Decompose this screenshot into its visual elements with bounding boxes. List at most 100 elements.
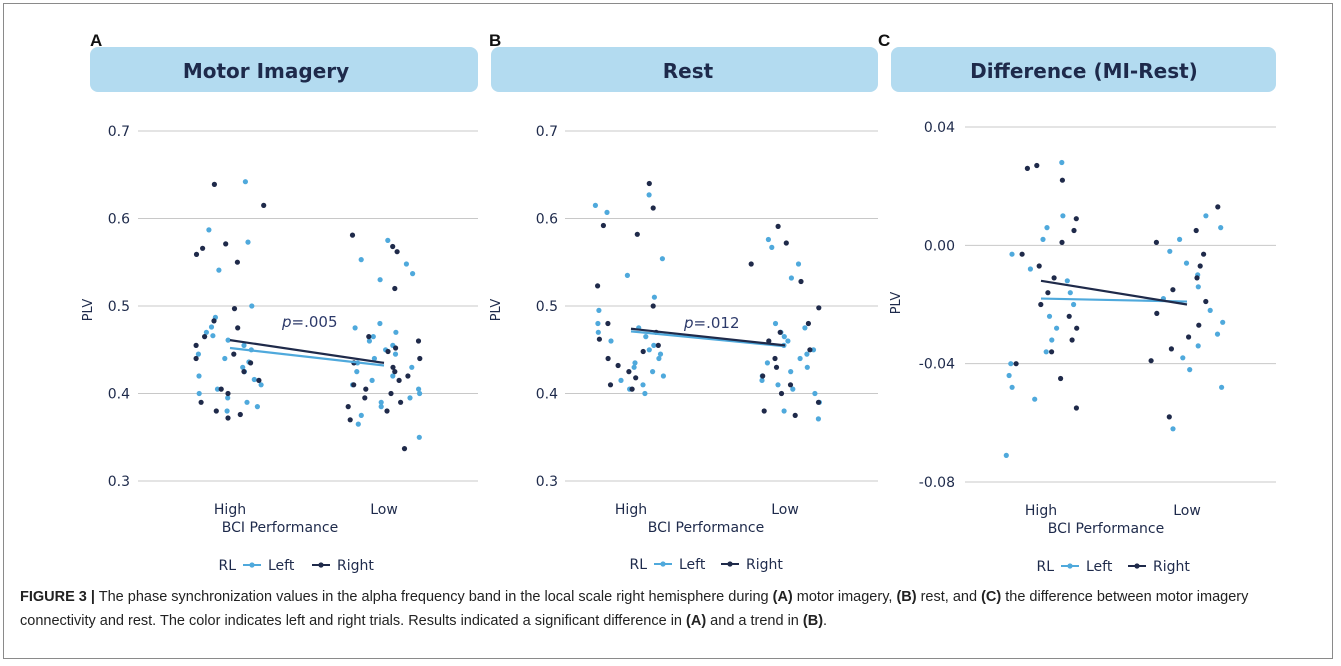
data-point-left (417, 390, 423, 397)
data-point-right (1215, 204, 1221, 210)
data-point-right (347, 417, 353, 423)
data-point-right (772, 355, 778, 362)
data-points (1003, 159, 1226, 458)
caption-text: and a trend in (706, 613, 803, 629)
caption-text: (C) (981, 589, 1002, 605)
data-point-right (605, 355, 611, 362)
data-point-left (764, 360, 771, 366)
caption-label: FIGURE 3 | (20, 589, 95, 605)
data-point-left (797, 355, 803, 362)
data-point-left (631, 364, 637, 370)
data-point-left (1054, 325, 1060, 331)
data-point-right (223, 241, 229, 247)
y-tick-label: 0.5 (536, 299, 558, 315)
mean-line-left (630, 330, 786, 348)
data-point-right (783, 240, 789, 246)
data-point-left (815, 416, 822, 422)
data-point-right (417, 355, 423, 362)
data-point-left (371, 355, 377, 362)
data-point-right (362, 395, 368, 401)
y-tick-label: 0.4 (108, 387, 130, 403)
data-point-left (765, 236, 772, 243)
x-axis-label: BCI Performance (1048, 521, 1164, 537)
data-point-right (394, 249, 400, 255)
data-point-right (792, 412, 798, 418)
caption-text: (A) (686, 613, 707, 629)
panel-rest: B Rest PLV BCI Performance RL Left Right… (489, 31, 878, 573)
data-point-left (1180, 355, 1186, 361)
data-point-left (659, 256, 666, 262)
data-point-left (769, 244, 775, 250)
data-point-right (415, 338, 422, 344)
legend-title: RL (218, 558, 236, 574)
p-value-annotation: p=.012 (683, 314, 740, 332)
data-point-right (1059, 177, 1065, 183)
data-point-right (349, 232, 356, 238)
data-point-left (377, 277, 383, 283)
data-point-right (237, 411, 243, 418)
legend-right-key (312, 562, 330, 568)
data-point-left (608, 338, 614, 344)
y-tick-label: 0.6 (536, 212, 558, 228)
data-point-left (1049, 337, 1055, 343)
data-point-right (384, 408, 390, 414)
y-tick-label: 0.3 (108, 474, 130, 490)
data-point-left (224, 408, 230, 414)
caption-text: rest, and (916, 589, 982, 605)
data-point-right (1013, 361, 1019, 367)
data-point-left (210, 333, 216, 339)
data-point-left (624, 272, 631, 278)
gridlines (965, 126, 1276, 483)
data-point-right (256, 377, 262, 383)
data-point-left (643, 334, 649, 340)
x-axis-label: BCI Performance (222, 520, 338, 536)
data-point-right (595, 283, 601, 289)
data-point-left (225, 337, 231, 343)
data-point-right (650, 303, 656, 309)
y-tick-label: 0.5 (108, 299, 130, 315)
panel-difference: C Difference (MI-Rest) PLV BCI Performan… (878, 31, 1276, 575)
data-point-left (1064, 278, 1070, 284)
legend-left-key (654, 561, 672, 567)
data-point-right (1153, 239, 1159, 245)
data-point-left (1219, 384, 1225, 390)
data-point-left (772, 320, 779, 327)
data-point-right (1074, 325, 1080, 331)
data-point-left (1027, 266, 1033, 272)
data-point-right (401, 446, 408, 452)
data-point-right (761, 408, 767, 414)
data-point-right (798, 278, 804, 285)
data-point-left (241, 342, 247, 348)
data-point-left (790, 386, 796, 392)
data-point-left (355, 421, 361, 427)
data-point-right (1049, 349, 1055, 355)
data-point-right (385, 348, 391, 355)
data-point-left (1207, 307, 1213, 313)
data-point-right (345, 404, 351, 410)
caption-text: . (823, 613, 828, 629)
data-point-right (600, 222, 607, 229)
data-point-left (416, 434, 422, 440)
figure-panels: A Motor Imagery PLV BCI Performance RL L… (81, 31, 1276, 575)
data-point-left (214, 386, 221, 392)
caption-text: The phase synchronization values in the … (94, 589, 773, 605)
data-point-right (655, 342, 661, 348)
y-tick-label: 0.3 (536, 474, 558, 490)
legend-left-label: Left (268, 558, 295, 574)
data-point-left (366, 338, 372, 344)
data-point-right (248, 360, 254, 366)
data-point-left (657, 351, 664, 357)
data-point-right (629, 386, 635, 392)
data-point-left (251, 376, 257, 383)
panel-title: Rest (663, 59, 714, 83)
data-point-right (1166, 414, 1172, 420)
y-tick-label: 0.00 (924, 238, 955, 254)
data-point-left (759, 377, 765, 383)
data-point-left (632, 360, 638, 366)
data-point-right (634, 231, 640, 237)
legend-right-label: Right (337, 558, 374, 574)
data-point-right (1073, 405, 1079, 411)
x-tick-label: Low (771, 502, 799, 518)
data-point-right (235, 325, 241, 331)
data-point-right (1073, 216, 1079, 222)
